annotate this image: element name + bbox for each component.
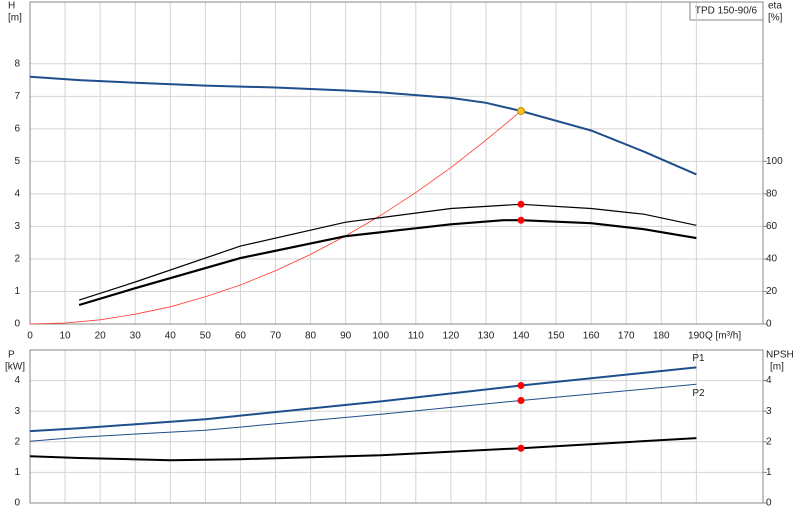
y-tick-label: 4 (14, 189, 20, 200)
x-tick-label: 80 (305, 331, 317, 342)
y-tick-label: 0 (14, 498, 20, 509)
x-tick-label: 170 (618, 331, 635, 342)
y2-label: eta (768, 1, 782, 12)
marker (517, 396, 525, 404)
y2-tick-label: 1 (766, 467, 772, 478)
x-tick-label: 120 (443, 331, 460, 342)
series-label: P2 (692, 388, 705, 399)
y-tick-label: 1 (14, 467, 20, 478)
x-tick-label: 100 (372, 331, 389, 342)
y-tick-label: 6 (14, 123, 20, 134)
x-tick-label: 40 (165, 331, 177, 342)
x-tick-label: 70 (270, 331, 282, 342)
plot-frame (29, 349, 764, 504)
curve (29, 75, 697, 176)
y-tick-label: 2 (14, 254, 20, 265)
y-tick-label: 8 (14, 58, 20, 69)
y2-unit: [m] (770, 362, 784, 373)
plot-frame (29, 1, 764, 325)
y-label: P (8, 350, 15, 361)
y2-tick-label: 0 (766, 498, 772, 509)
x-tick-label: 130 (478, 331, 495, 342)
y-unit: [kW] (5, 362, 25, 373)
y2-tick-label: 20 (766, 286, 778, 297)
y-tick-label: 0 (14, 319, 20, 330)
marker (517, 216, 525, 224)
y2-unit: [%] (768, 13, 783, 24)
x-tick-label: 30 (130, 331, 142, 342)
y2-tick-label: 3 (766, 406, 772, 417)
y-tick-label: 1 (14, 286, 20, 297)
y-tick-label: 7 (14, 91, 20, 102)
marker (517, 444, 525, 452)
x-tick-label: 60 (235, 331, 247, 342)
x-tick-label: 140 (513, 331, 530, 342)
curve (78, 203, 697, 301)
y2-tick-label: 100 (766, 156, 783, 167)
y-tick-label: 2 (14, 436, 20, 447)
x-tick-label: 150 (548, 331, 565, 342)
x-tick-label: 110 (408, 331, 424, 342)
y2-tick-label: 0 (766, 319, 772, 330)
y2-tick-label: 80 (766, 189, 778, 200)
marker (517, 106, 526, 115)
curve (29, 383, 697, 442)
x-tick-label: 0 (27, 331, 33, 342)
y-tick-label: 3 (14, 406, 20, 417)
curve (29, 110, 522, 325)
x-tick-label: 10 (60, 331, 72, 342)
y-tick-label: 5 (14, 156, 20, 167)
curve (29, 366, 697, 433)
x-label: Q [m³/h] (705, 331, 741, 342)
curve (78, 219, 697, 307)
x-tick-label: 20 (95, 331, 107, 342)
x-tick-label: 50 (200, 331, 212, 342)
x-tick-label: 180 (653, 331, 670, 342)
marker (517, 200, 525, 208)
x-tick-label: 190 (688, 331, 705, 342)
marker (517, 381, 525, 389)
series-label: P1 (692, 353, 705, 364)
y2-label: NPSH (766, 350, 794, 361)
y2-tick-label: 60 (766, 221, 778, 232)
x-tick-label: 160 (583, 331, 600, 342)
y2-tick-label: 4 (766, 375, 772, 386)
y-tick-label: 4 (14, 375, 20, 386)
chart-title: TPD 150-90/6 (695, 6, 758, 17)
y2-tick-label: 40 (766, 254, 778, 265)
y-unit: [m] (8, 13, 22, 24)
y2-tick-label: 2 (766, 436, 772, 447)
y-tick-label: 3 (14, 221, 20, 232)
y-label: H (8, 1, 15, 12)
x-tick-label: 90 (340, 331, 352, 342)
